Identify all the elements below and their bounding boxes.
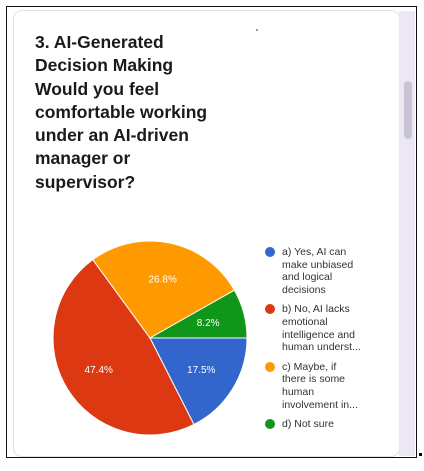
legend-item-not-sure[interactable]: d) Not sure — [265, 418, 385, 431]
legend-label-no: b) No, AI lacks emotional intelligence a… — [282, 303, 361, 354]
legend-label-not-sure: d) Not sure — [282, 418, 334, 431]
legend-item-yes[interactable]: a) Yes, AI can make unbiased and logical… — [265, 246, 385, 296]
legend-swatch-maybe — [265, 361, 275, 372]
slice-yes[interactable] — [149, 337, 248, 426]
legend-swatch-yes — [265, 247, 275, 257]
slice-label-yes: 17.5% — [187, 365, 215, 376]
legend-item-no[interactable]: b) No, AI lacks emotional intelligence a… — [265, 303, 385, 353]
question-title: 3. AI-Generated Decision Making Would yo… — [35, 32, 208, 192]
slice-label-maybe: 26.8% — [148, 275, 176, 286]
slice-no[interactable] — [52, 258, 195, 436]
slice-label-no: 47.4% — [85, 365, 113, 376]
scrollbar-thumb[interactable] — [404, 81, 412, 139]
decorative-dot — [256, 29, 258, 31]
legend-item-maybe[interactable]: c) Maybe, if there is some human involve… — [265, 361, 385, 411]
trailing-period — [419, 453, 422, 456]
legend-label-yes: a) Yes, AI can make unbiased and logical… — [282, 246, 354, 296]
scrollbar[interactable] — [399, 11, 415, 456]
slice-maybe[interactable] — [92, 240, 236, 339]
legend-swatch-not-sure — [265, 419, 275, 430]
legend-swatch-no — [265, 304, 275, 315]
slice-not-sure[interactable] — [148, 289, 248, 339]
slice-label-not-sure: 8.2% — [197, 318, 220, 329]
legend-label-maybe: c) Maybe, if there is some human involve… — [282, 360, 358, 411]
chart-legend: a) Yes, AI can make unbiased and logical… — [265, 246, 385, 438]
